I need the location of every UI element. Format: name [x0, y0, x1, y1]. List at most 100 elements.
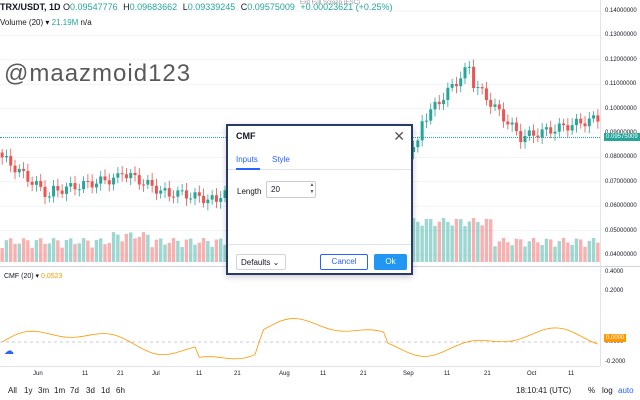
candle-body — [189, 198, 193, 200]
time-tick: 11 — [196, 371, 203, 377]
cmf-last-tag: 0.0000 — [604, 334, 627, 342]
high-key: H — [123, 2, 130, 12]
candle-body — [467, 66, 471, 68]
tab-style[interactable]: Style — [272, 155, 290, 164]
chevron-down-icon[interactable]: ▾ — [35, 273, 40, 280]
volume-bar — [536, 242, 540, 262]
volume-bar — [497, 241, 501, 262]
cmf-scale[interactable]: 0.4000 0.2000 0.0000 -0.2000 — [600, 266, 640, 366]
volume-bar — [180, 246, 184, 262]
candle-body — [120, 173, 124, 175]
ok-button[interactable]: Ok — [374, 254, 407, 270]
candle-body — [73, 183, 77, 190]
candle-body — [193, 192, 197, 199]
candle-body — [429, 109, 433, 121]
range-button-6h[interactable]: 6h — [116, 386, 125, 395]
time-tick: 21 — [117, 371, 124, 377]
tab-inputs[interactable]: Inputs — [236, 155, 258, 164]
length-stepper[interactable]: ▲ ▼ — [309, 182, 315, 195]
volume-bar — [489, 219, 493, 262]
time-tick: 21 — [484, 371, 491, 377]
percent-toggle[interactable]: % — [588, 386, 596, 395]
candle-body — [9, 156, 13, 166]
dialog-title: CMF — [236, 131, 256, 141]
candle-body — [197, 192, 201, 196]
volume-bar — [219, 238, 223, 262]
volume-bar — [510, 245, 514, 262]
log-toggle[interactable]: log — [602, 386, 613, 395]
length-input[interactable] — [266, 181, 316, 198]
volume-bar — [163, 244, 167, 262]
volume-bar — [30, 247, 34, 262]
range-button-3m[interactable]: 3m — [38, 386, 50, 395]
time-tick: Sep — [403, 371, 414, 377]
volume-bar — [441, 218, 446, 262]
dialog-footer-divider — [228, 244, 411, 245]
volume-bar — [531, 238, 536, 262]
cancel-button[interactable]: Cancel — [320, 254, 368, 270]
range-button-3d[interactable]: 3d — [86, 386, 95, 395]
volume-bar — [26, 240, 30, 262]
range-button-1m[interactable]: 1m — [54, 386, 66, 395]
defaults-dropdown[interactable]: Defaults ⌄ — [236, 254, 286, 270]
volume-bar — [501, 238, 506, 262]
volume-bar — [553, 246, 557, 262]
cmf-label[interactable]: CMF (20) — [4, 273, 34, 280]
clock-time: 18:10:41 (UTC) — [516, 386, 572, 395]
volume-bar — [159, 238, 163, 262]
candle-body — [176, 190, 180, 197]
candle-body — [442, 99, 446, 105]
range-button-1d[interactable]: 1d — [101, 386, 110, 395]
candle-body — [206, 199, 210, 204]
volume-bar — [587, 240, 591, 262]
price-tick: 0.04000000 — [605, 252, 637, 258]
watermark: @maazmoid123 — [4, 60, 192, 87]
open-key: O — [63, 2, 71, 12]
candle-body — [124, 174, 128, 179]
candle-body — [566, 125, 570, 131]
candle-body — [502, 109, 506, 122]
cloud-icon[interactable]: ☁ — [4, 346, 14, 357]
volume-bar — [129, 232, 133, 262]
time-tick: 11 — [320, 371, 327, 377]
range-button-All[interactable]: All — [8, 386, 17, 395]
candle-body — [52, 185, 56, 197]
volume-bar — [476, 222, 480, 262]
bottom-toolbar: All 1y 3m 1m 7d 3d 1d 6h 18:10:41 (UTC) % log a… — [0, 382, 640, 400]
close-icon[interactable]: ✕ — [393, 128, 405, 144]
volume-bar — [107, 243, 111, 262]
time-axis[interactable]: Jun 11 21 Jul 11 21 Aug 11 21 Sep 11 21 Oct 11 — [0, 366, 600, 380]
time-tick: 11 — [444, 371, 451, 377]
time-tick: 21 — [234, 371, 241, 377]
candle-body — [446, 87, 450, 100]
volume-bar — [60, 247, 64, 262]
volume-bar — [561, 238, 566, 262]
auto-toggle[interactable]: auto — [618, 386, 634, 395]
open-value: 0.09547776 — [70, 2, 118, 12]
candle-body — [26, 170, 30, 182]
volume-bar — [223, 244, 227, 262]
candle-body — [570, 125, 574, 131]
candle-body — [150, 179, 154, 186]
volume-bar — [56, 240, 60, 262]
volume-bar — [167, 242, 171, 262]
volume-label[interactable]: Volume (20) — [0, 18, 44, 27]
exit-full-screen-hint[interactable]: Exit Full Screen (ESC) — [300, 0, 361, 6]
candle-body — [137, 175, 141, 185]
symbol-label[interactable]: TRX/USDT, 1D — [0, 2, 61, 12]
volume-bar — [73, 244, 77, 262]
volume-bar — [9, 238, 13, 262]
candle-body — [562, 123, 566, 126]
chevron-down-icon[interactable]: ▾ — [45, 18, 50, 27]
candle-body — [544, 127, 548, 130]
low-value: 0.09339245 — [187, 2, 236, 12]
price-scale[interactable]: 0.14000000 0.13000000 0.12000000 0.11000000… — [600, 0, 640, 288]
volume-bar — [69, 238, 73, 262]
volume-bar — [579, 239, 583, 262]
candle-body — [43, 186, 47, 197]
candle-body — [579, 118, 583, 124]
range-button-7d[interactable]: 7d — [70, 386, 79, 395]
volume-bar — [77, 243, 81, 262]
range-button-1y[interactable]: 1y — [24, 386, 33, 395]
active-tab-indicator — [236, 168, 260, 170]
